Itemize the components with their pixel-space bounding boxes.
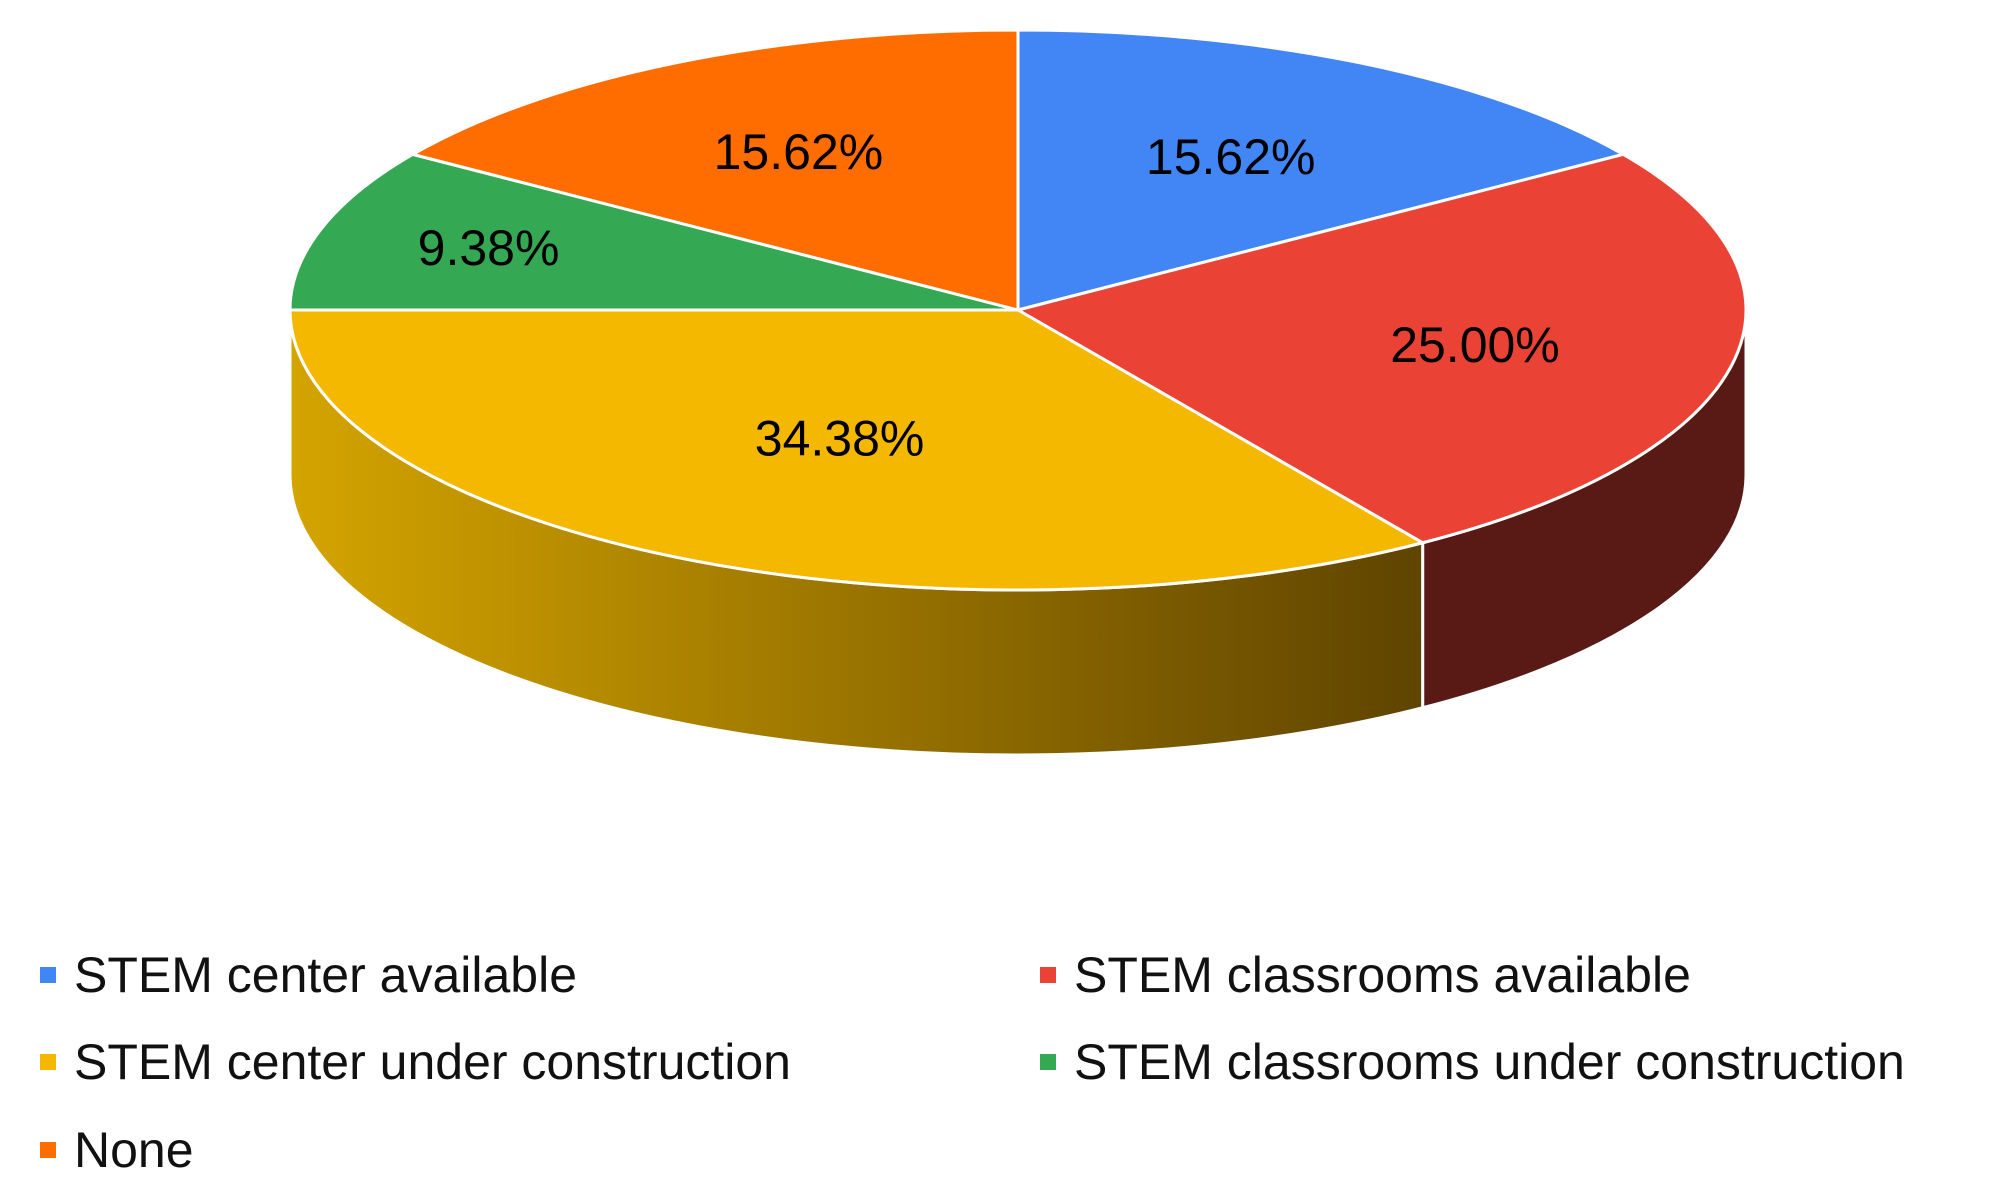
legend-item-stem-center-available: STEM center available	[40, 947, 577, 1003]
legend-label: STEM center under construction	[74, 1034, 791, 1090]
slice-stem-classrooms-under-construction	[288, 152, 1020, 312]
legend-label: STEM center available	[74, 947, 577, 1003]
slice-stem-classrooms-available	[1016, 152, 1748, 545]
slice-stem-center-under-construction	[288, 308, 1425, 592]
data-label-stem-classrooms-under-construction: 9.38%	[418, 220, 560, 276]
data-label-stem-classrooms-available: 25.00%	[1390, 317, 1560, 373]
slice-stem-center-available	[1016, 28, 1625, 312]
legend-swatch	[40, 1142, 56, 1158]
legend-item-none: None	[40, 1122, 194, 1178]
data-label-none: 15.62%	[714, 124, 884, 180]
legend: STEM center available STEM classrooms ava…	[40, 947, 1905, 1178]
legend-swatch	[1040, 967, 1056, 983]
slice-none	[411, 28, 1020, 312]
legend-swatch	[1040, 1054, 1056, 1070]
pie-top-face	[288, 28, 1748, 592]
legend-swatch	[40, 967, 56, 983]
legend-swatch	[40, 1054, 56, 1070]
legend-item-stem-classrooms-under-construction: STEM classrooms under construction	[1040, 1034, 1905, 1090]
data-label-stem-center-under-construction: 34.38%	[755, 410, 925, 466]
data-labels: 15.62% 25.00% 34.38% 9.38% 15.62%	[418, 124, 1560, 466]
data-label-stem-center-available: 15.62%	[1146, 129, 1316, 185]
legend-item-stem-classrooms-available: STEM classrooms available	[1040, 947, 1691, 1003]
legend-label: STEM classrooms available	[1074, 947, 1691, 1003]
legend-item-stem-center-under-construction: STEM center under construction	[40, 1034, 791, 1090]
legend-label: STEM classrooms under construction	[1074, 1034, 1905, 1090]
legend-label: None	[74, 1122, 194, 1178]
